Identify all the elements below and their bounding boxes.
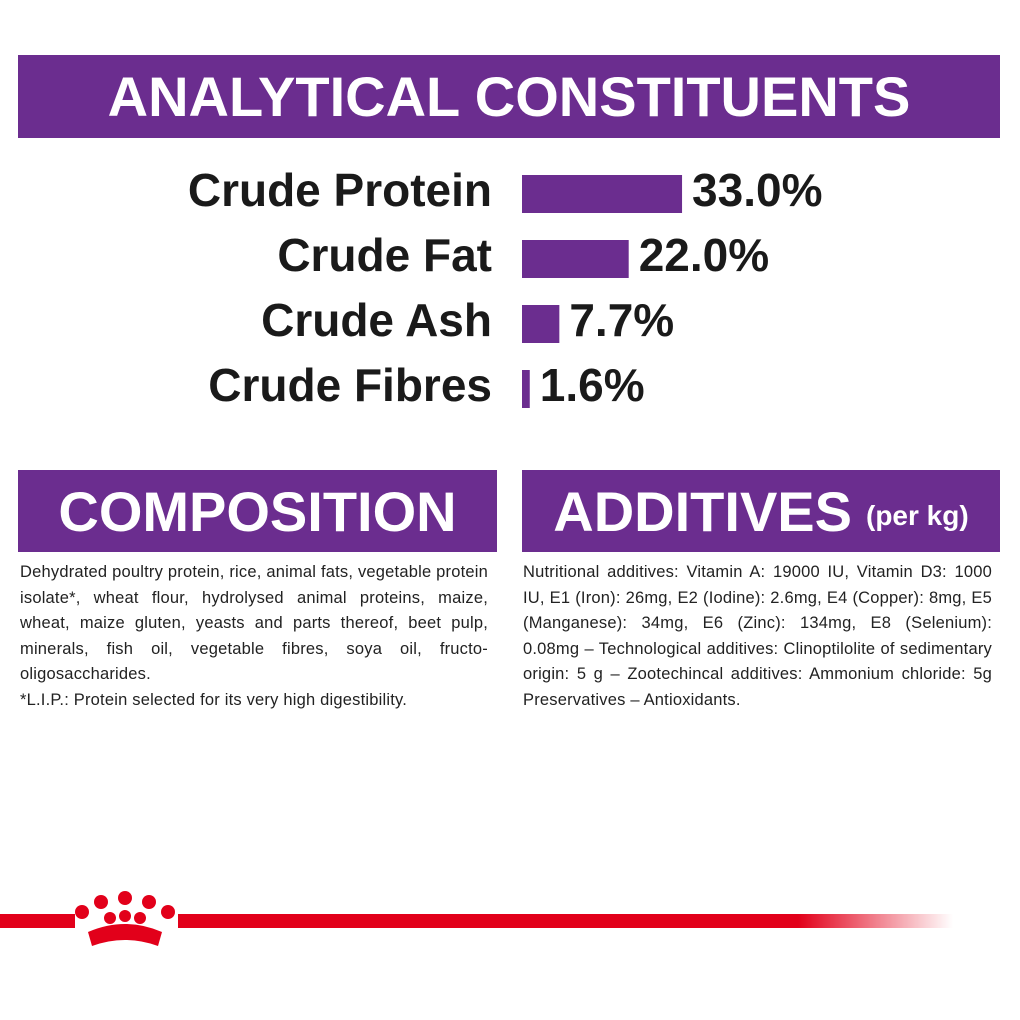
category-label: Crude Protein: [188, 164, 492, 216]
composition-text-block: Dehydrated poultry protein, rice, animal…: [20, 560, 488, 714]
bar: [522, 175, 683, 213]
bar: [522, 240, 629, 278]
chart: Crude Protein 33.0% Crude Fat 22.0% Crude As…: [188, 164, 823, 411]
additives-note: (per kg): [866, 500, 969, 531]
value-label: 7.7%: [569, 294, 674, 346]
composition-text: Dehydrated poultry protein, rice, animal…: [20, 563, 488, 684]
value-label: 1.6%: [540, 359, 645, 411]
category-label: Crude Ash: [261, 294, 492, 346]
composition-note: *L.I.P.: Protein selected for its very h…: [20, 690, 408, 709]
value-label: 22.0%: [639, 229, 769, 281]
crown-logo: [75, 891, 175, 946]
bar: [522, 305, 560, 343]
red-line-left: [0, 914, 75, 928]
category-label: Crude Fibres: [208, 359, 492, 411]
red-line-right: [178, 914, 953, 928]
footer: [0, 891, 953, 946]
composition-banner: COMPOSITION: [18, 470, 497, 552]
category-label: Crude Fat: [277, 229, 492, 281]
additives-title: ADDITIVES: [553, 479, 852, 543]
additives-banner: ADDITIVES (per kg): [522, 470, 1000, 552]
analytical-title: ANALYTICAL CONSTITUENTS: [107, 65, 911, 128]
bar: [522, 370, 530, 408]
composition-title: COMPOSITION: [58, 479, 457, 543]
analytical-banner: ANALYTICAL CONSTITUENTS: [18, 55, 1000, 138]
additives-text: Nutritional additives: Vitamin A: 19000 …: [523, 563, 992, 709]
value-label: 33.0%: [692, 164, 822, 216]
